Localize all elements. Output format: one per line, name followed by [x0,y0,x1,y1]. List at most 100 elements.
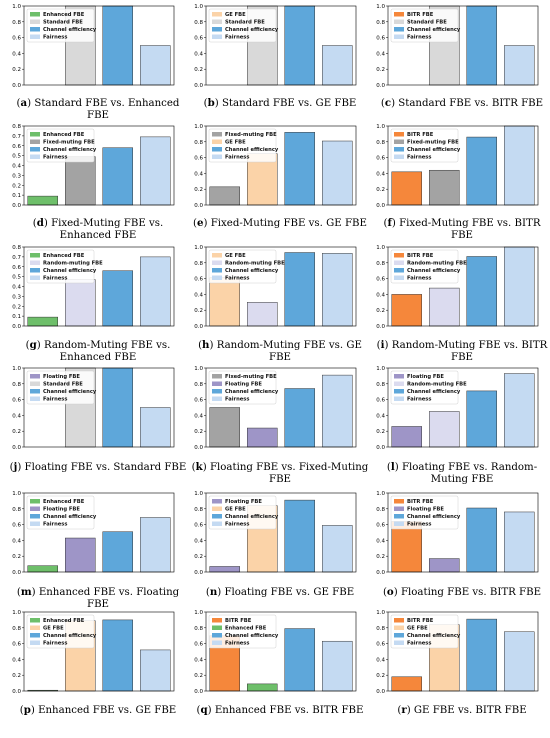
y-tick-label: 0.2 [376,308,385,314]
legend-swatch [212,514,222,519]
legend-swatch [30,260,40,265]
legend-swatch [212,154,222,159]
legend-label: Channel efficiency [43,633,97,639]
legend-box [26,249,95,284]
y-tick-label: 0.4 [194,51,203,57]
legend-box [26,614,95,649]
bar [247,427,278,448]
legend-label: Fairness [407,35,431,41]
y-tick-label: 0.0 [12,83,21,89]
legend-label: GE FBE [225,12,246,18]
legend-label: Random-muting FBE [407,382,467,388]
panel-caption: (p) Enhanced FBE vs. GE FBE [19,704,177,716]
legend-label: Channel efficiency [407,268,461,274]
y-tick-label: 0.0 [376,570,385,576]
y-tick-label: 0.4 [12,413,21,419]
panel-caption: (o) Floating FBE vs. BITR FBE [382,586,542,598]
bar [322,640,353,692]
legend-label: Fairness [407,641,431,647]
legend-label: Fairness [43,155,67,161]
y-tick-label: 0.4 [376,413,385,419]
y-tick-label: 0.2 [376,67,385,73]
legend-box [390,614,459,649]
bar [504,246,535,327]
legend-label: Channel efficiency [225,147,279,153]
legend-label: Fairness [43,276,67,282]
legend-swatch [212,260,222,265]
panel-caption: (g) Random-Muting FBE vs. Enhanced FBE [25,339,171,363]
y-tick-label: 0.5 [12,154,21,160]
bar [140,517,171,573]
panel-caption-text: Standard FBE vs. Enhanced FBE [34,98,180,121]
legend-label: Fairness [225,397,249,403]
legend-label: GE FBE [43,626,64,632]
panel-letter: m [20,586,32,598]
bar [322,525,353,573]
legend-label: Floating FBE [43,374,80,380]
y-tick-label: 0.6 [376,36,385,42]
legend-box [390,249,459,284]
chart-svg-e: 0.0 0.2 0.4 0.6 0.8 1.0 Fixed-muting FBE GE FBE… [194,124,357,209]
panel-caption-text: Floating FBE vs. Fixed-Muting FBE [209,462,369,485]
chart-panel-n: 0.0 0.2 0.4 0.6 0.8 1.0 Floating FBE GE FBE Chan… [190,491,370,606]
y-tick-label: 0.0 [194,689,203,695]
legend-swatch [30,389,40,394]
chart-panel-q: 0.0 0.2 0.4 0.6 0.8 1.0 BITR FBE Enhanced FBE Ch… [190,610,370,725]
y-tick-label: 0.7 [12,255,21,261]
chart-panel-h: 0.0 0.2 0.4 0.6 0.8 1.0 GE FBE Random-muting FB… [190,245,370,363]
legend-label: Channel efficiency [43,389,97,395]
bar [27,565,58,573]
panel-caption: (f) Fixed-Muting FBE vs. BITR FBE [383,217,541,241]
legend-swatch [30,396,40,401]
y-tick-label: 0.0 [12,570,21,576]
y-tick-label: 0.4 [194,657,203,663]
chart-panel-a: 0.0 0.2 0.4 0.6 0.8 1.0 Enhanced FBE Standard F… [8,4,188,121]
legend-swatch [394,389,404,394]
legend-label: Fairness [43,641,67,647]
legend-swatch [212,19,222,24]
legend-label: BITR FBE [407,253,434,259]
legend-swatch [30,618,40,623]
legend-label: Channel efficiency [43,268,97,274]
panel-letter: g [29,339,37,351]
legend-swatch [30,381,40,386]
chart-svg-h: 0.0 0.2 0.4 0.6 0.8 1.0 GE FBE Random-muting FB… [194,245,357,330]
bar [102,270,133,327]
legend-label: Channel efficiency [43,514,97,520]
legend-label: Fairness [225,276,249,282]
bar [140,649,171,692]
y-tick-label: 0.2 [12,429,21,435]
legend-label: Channel efficiency [407,27,461,33]
legend-swatch [212,521,222,526]
y-tick-label: 0.8 [12,507,21,513]
y-tick-label: 0.0 [12,689,21,695]
panel-letter: h [202,339,210,351]
panel-caption: (a) Standard FBE vs. Enhanced FBE [16,97,180,121]
bar [429,287,460,327]
y-tick-label: 0.4 [194,413,203,419]
legend-swatch [394,514,404,519]
bar [466,507,497,573]
y-tick-label: 0.8 [12,626,21,632]
bar [140,136,171,206]
bar [247,302,278,327]
y-tick-label: 0.4 [12,164,21,170]
y-tick-label: 0.1 [12,193,21,199]
bar [322,45,353,86]
y-tick-label: 0.2 [12,304,21,310]
legend-swatch [212,27,222,32]
y-tick-label: 0.0 [12,445,21,451]
bar [391,426,422,448]
y-tick-label: 0.0 [12,203,21,209]
y-tick-label: 1.0 [194,610,203,616]
legend-label: Standard FBE [43,382,83,388]
legend-swatch [394,633,404,638]
y-tick-label: 0.2 [194,429,203,435]
plot-frame [23,367,175,448]
legend-swatch [30,34,40,39]
